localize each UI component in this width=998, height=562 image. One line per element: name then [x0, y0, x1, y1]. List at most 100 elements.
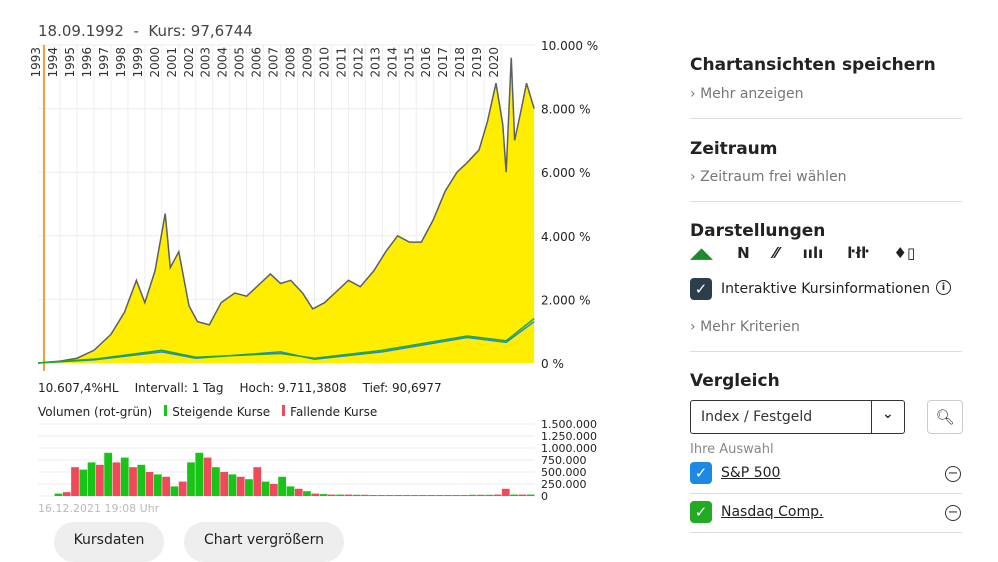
year-label: 1997 — [97, 47, 111, 78]
bar-chart-icon[interactable]: ıılı — [802, 244, 824, 262]
year-label: 2009 — [300, 47, 314, 78]
divider — [690, 118, 962, 119]
volume-bar — [228, 474, 237, 496]
rising-label: Steigende Kurse — [172, 405, 271, 419]
chevron-down-icon[interactable]: ⌄ — [882, 406, 894, 422]
year-label: 1999 — [131, 47, 145, 78]
year-label: 2019 — [470, 47, 484, 78]
volume-bar — [54, 493, 63, 496]
volume-bar — [460, 495, 469, 496]
mehr-kriterien-label[interactable]: Mehr Kriterien — [700, 319, 800, 335]
legend-falling: Fallende Kurse — [282, 405, 377, 419]
volume-bar — [468, 494, 477, 496]
volume-bar — [87, 462, 96, 496]
search-icon: 🔍︎ — [935, 408, 955, 426]
year-label: 2006 — [250, 47, 264, 78]
stat-intervall: Intervall: 1 Tag — [134, 381, 224, 395]
mehr-anzeigen-label[interactable]: Mehr anzeigen — [700, 86, 804, 102]
remove-sp500-icon[interactable]: − — [945, 466, 961, 482]
zeitraum-link[interactable]: › Zeitraum frei wählen — [690, 169, 847, 185]
volume-bar — [311, 493, 320, 496]
kurs: Kurs: 97,6744 — [148, 22, 253, 40]
volume-bar — [145, 472, 154, 496]
zeitraum-label[interactable]: Zeitraum frei wählen — [700, 169, 847, 185]
volume-bar — [303, 491, 311, 496]
volume-bar — [336, 494, 344, 496]
volume-tick-label: 750.000 — [541, 454, 587, 467]
kursdaten-button[interactable]: Kursdaten — [54, 522, 164, 562]
separator: - — [133, 22, 139, 40]
volume-bar — [319, 494, 328, 496]
search-button[interactable]: 🔍︎ — [927, 400, 963, 434]
select-divider — [871, 401, 872, 433]
volume-tick-label: 250.000 — [541, 478, 587, 491]
volume-bar — [245, 479, 253, 496]
volume-tick-label: 0 — [541, 490, 548, 503]
volume-bar — [385, 495, 394, 496]
volume-bar — [187, 462, 195, 496]
interaktive-label: Interaktive Kursinformationen — [721, 281, 930, 297]
ohlc-icon[interactable]: ŀłŀ — [847, 244, 870, 262]
year-label: 1995 — [63, 47, 77, 78]
mehr-anzeigen-link[interactable]: › Mehr anzeigen — [690, 86, 804, 102]
sp500-checkbox[interactable]: ✓ — [690, 462, 712, 484]
volume-bar — [220, 472, 229, 496]
volume-bar — [477, 494, 485, 496]
divider — [690, 493, 962, 494]
volume-bar — [104, 452, 113, 496]
volume-tick-label: 1.250.000 — [541, 430, 597, 443]
y-tick-label: 2.000 % — [541, 293, 591, 307]
volume-tick-label: 1.000.000 — [541, 442, 597, 455]
stats-row: 10.607,4%HL Intervall: 1 Tag Hoch: 9.711… — [38, 381, 442, 395]
volume-bar — [211, 467, 220, 496]
nasdaq-checkbox[interactable]: ✓ — [690, 501, 712, 523]
volume-bar — [278, 476, 286, 496]
year-label: 1998 — [114, 47, 128, 78]
darstellungen-title: Darstellungen — [690, 221, 826, 241]
interaktive-checkbox[interactable]: ✓ — [690, 278, 712, 300]
info-icon[interactable]: i — [936, 280, 951, 295]
vergleich-title: Vergleich — [690, 371, 780, 391]
volume-bar — [352, 494, 361, 496]
rising-swatch — [164, 405, 168, 416]
nasdaq-link[interactable]: Nasdaq Comp. — [721, 504, 824, 520]
dotted-line-icon[interactable]: ⁄⁄ — [773, 244, 779, 262]
line-chart-icon[interactable]: N — [737, 244, 750, 262]
volume-tick-label: 1.500.000 — [541, 418, 597, 431]
volume-bar — [510, 494, 518, 496]
year-label: 1994 — [46, 47, 60, 78]
chart-vergroessern-button[interactable]: Chart vergrößern — [184, 522, 344, 562]
volume-bar — [95, 464, 104, 496]
divider — [690, 532, 962, 533]
y-tick-label: 0 % — [541, 357, 564, 371]
year-label: 2004 — [216, 47, 230, 78]
area-chart-icon[interactable]: ◢◣ — [690, 244, 714, 262]
timestamp: 16.12.2021 19:08 Uhr — [38, 502, 160, 515]
index-select[interactable]: Index / Festgeld ⌄ — [690, 400, 905, 434]
year-label: 1996 — [80, 47, 94, 78]
falling-swatch — [282, 405, 286, 416]
sp500-link[interactable]: S&P 500 — [721, 465, 781, 481]
year-label: 2015 — [402, 47, 416, 78]
year-label: 2013 — [368, 47, 382, 78]
y-tick-label: 10.000 % — [541, 39, 598, 53]
volume-bar — [501, 488, 510, 496]
falling-label: Fallende Kurse — [290, 405, 378, 419]
volume-bar — [327, 494, 336, 496]
remove-nasdaq-icon[interactable]: − — [945, 505, 961, 521]
volume-bar — [195, 452, 204, 496]
select-value: Index / Festgeld — [701, 409, 813, 425]
stat-hoch: Hoch: 9.711,3808 — [239, 381, 347, 395]
zeitraum-title: Zeitraum — [690, 139, 778, 159]
volume-bar — [153, 474, 162, 496]
volume-bar — [162, 476, 171, 496]
chart-type-bar: ◢◣ N ⁄⁄ ıılı ŀłŀ ♦▯ — [690, 244, 915, 262]
y-tick-label: 6.000 % — [541, 166, 591, 180]
candlestick-icon[interactable]: ♦▯ — [893, 244, 916, 262]
mehr-kriterien-link[interactable]: › Mehr Kriterien — [690, 319, 800, 335]
year-label: 1993 — [29, 47, 43, 78]
price-chart[interactable]: 10.000 % 8.000 % 6.000 % 4.000 % 2.000 % 0 % 1… — [0, 0, 620, 505]
volume-bar — [203, 457, 212, 496]
volume-bar — [361, 494, 369, 496]
year-label: 2014 — [385, 47, 399, 78]
